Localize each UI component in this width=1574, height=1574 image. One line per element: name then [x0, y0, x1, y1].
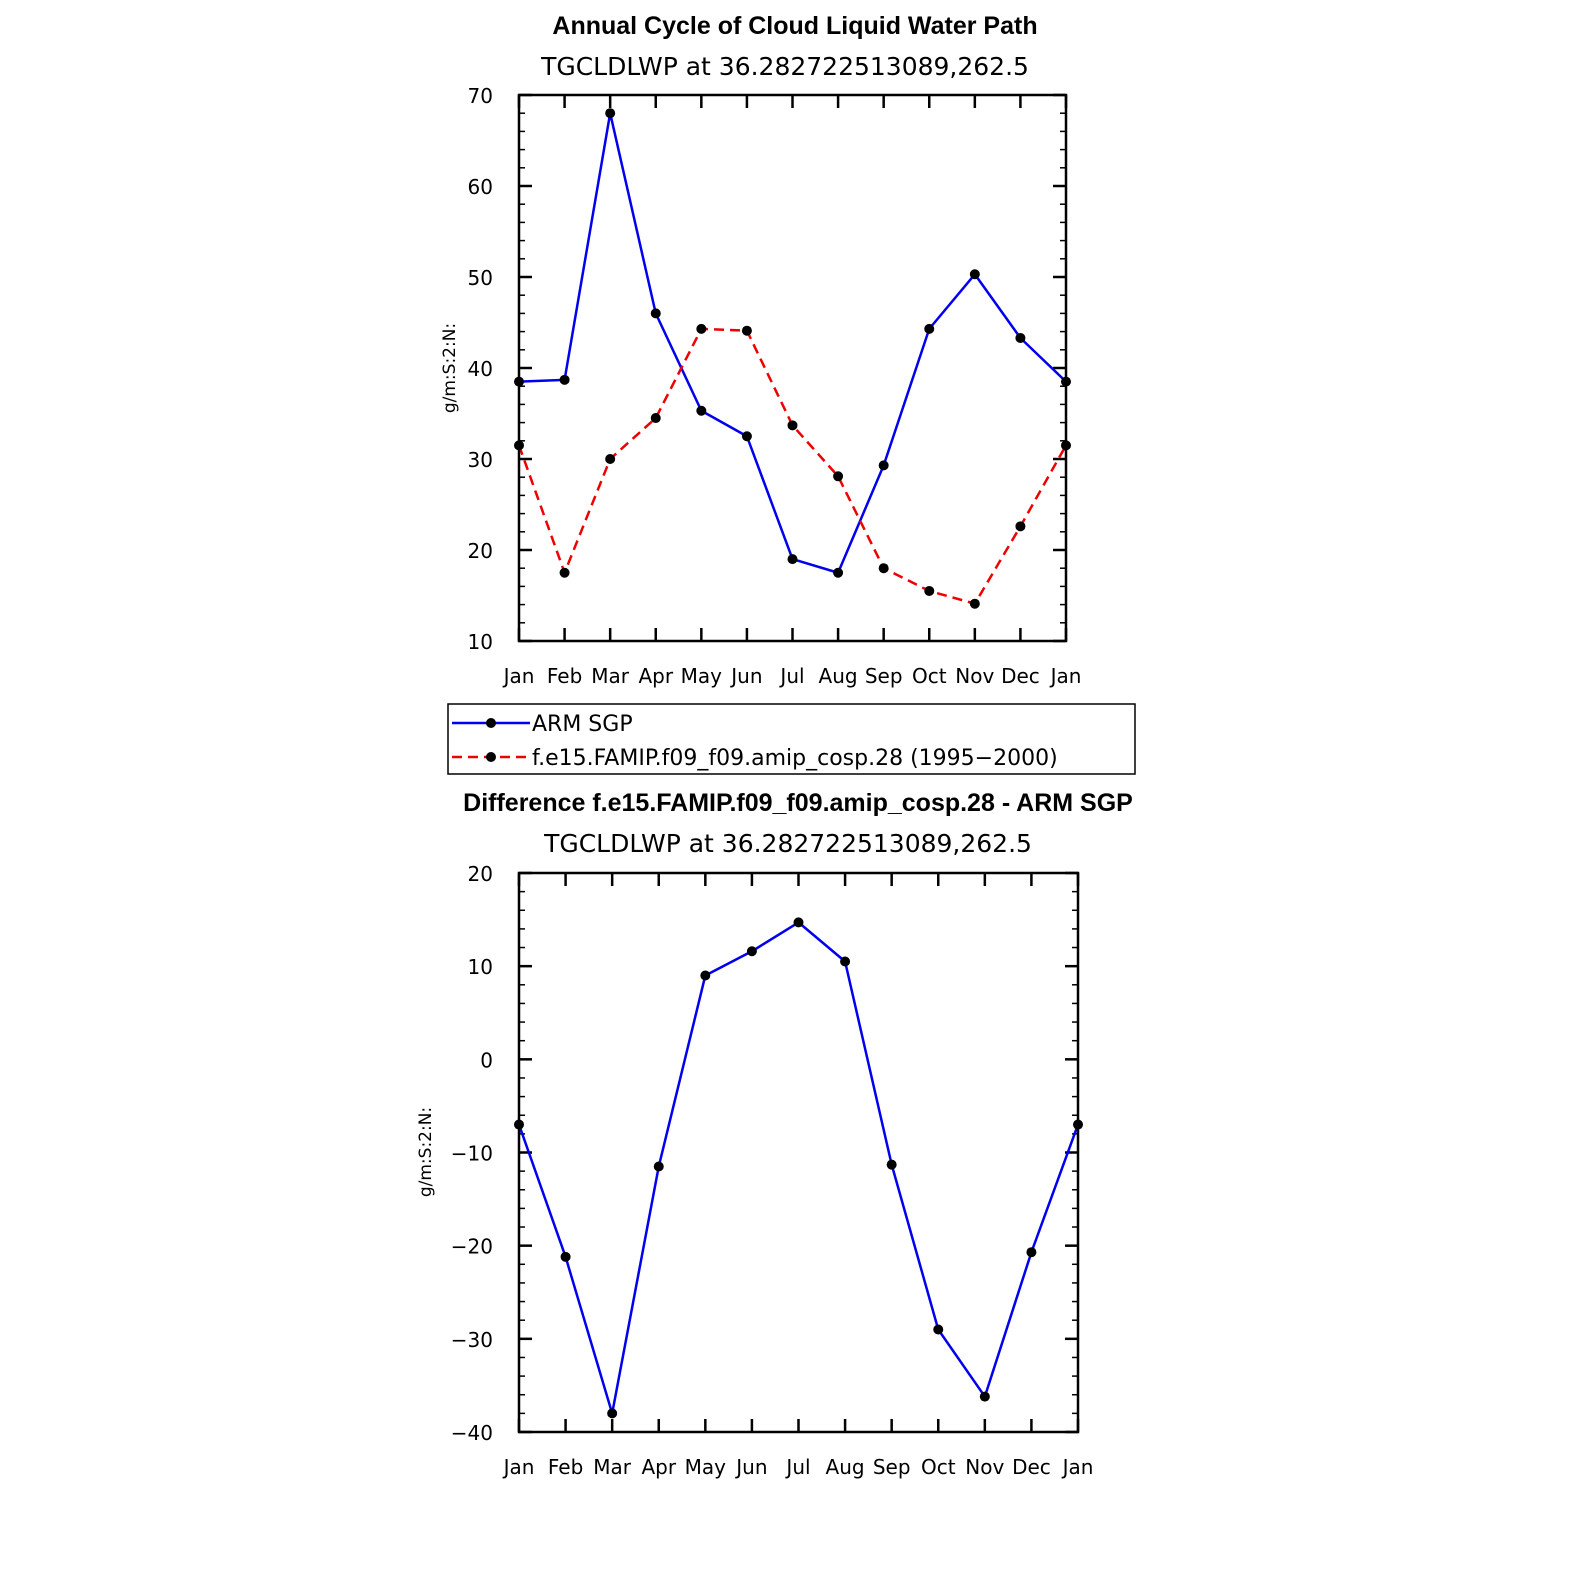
chart-title: Difference f.e15.FAMIP.f09_f09.amip_cosp…: [463, 789, 1133, 817]
data-point-difference-10: [979, 1391, 990, 1402]
legend-marker-model: [486, 752, 496, 762]
y-tick-label: 50: [468, 266, 493, 290]
top-series: [514, 108, 1071, 609]
data-point-arm-sgp-9: [924, 323, 935, 334]
data-point-f-e15-famip-f09-f09--7: [833, 471, 844, 482]
data-point-difference-5: [746, 946, 757, 957]
data-point-f-e15-famip-f09-f09--3: [650, 413, 661, 424]
data-point-arm-sgp-5: [741, 431, 752, 442]
data-point-f-e15-famip-f09-f09--2: [605, 454, 616, 464]
data-point-difference-7: [840, 956, 851, 967]
plot-frame: [517, 93, 1068, 643]
x-tick-label-nov: Nov: [955, 664, 994, 688]
series-line-arm-sgp: [518, 111, 1067, 574]
y-tick-label: 60: [468, 175, 493, 199]
legend-entry-arm-sgp: ARM SGP: [452, 712, 633, 737]
data-point-difference-2: [607, 1408, 618, 1419]
annual-cycle-chart: Annual Cycle of Cloud Liquid Water Path …: [440, 12, 1081, 688]
chart-subtitle: TGCLDLWP at 36.282722513089,262.5: [540, 52, 1029, 81]
y-tick-label: −30: [451, 1328, 493, 1352]
data-point-arm-sgp-4: [696, 405, 707, 416]
x-tick-label-jul: Jul: [778, 664, 804, 688]
data-point-difference-3: [653, 1161, 664, 1172]
y-tick-label: 10: [468, 630, 493, 654]
top-axes: Jan Feb Mar Apr May Jun Jul Aug Sep Oct Nov Dec Jan 1…: [468, 84, 1082, 688]
x-tick-label-sep: Sep: [873, 1455, 911, 1479]
x-tick-label-jan: Jan: [502, 1455, 535, 1479]
y-tick-label: 70: [468, 84, 493, 108]
x-tick-label-jun: Jun: [729, 664, 762, 688]
data-point-arm-sgp-10: [969, 269, 980, 280]
legend-entry-model: f.e15.FAMIP.f09_f09.amip_cosp.28 (1995−2…: [452, 746, 1058, 771]
plot-frame: [517, 871, 1080, 1434]
x-tick-label-jan: Jan: [1061, 1455, 1094, 1479]
y-tick-label: −20: [451, 1235, 493, 1259]
data-point-arm-sgp-2: [605, 108, 616, 119]
x-tick-label-apr: Apr: [638, 664, 673, 688]
data-point-f-e15-famip-f09-f09--11: [1015, 521, 1026, 532]
y-tick-label: 20: [468, 539, 493, 563]
data-point-f-e15-famip-f09-f09--8: [878, 563, 889, 574]
x-tick-label-jul: Jul: [784, 1455, 810, 1479]
x-tick-label-oct: Oct: [912, 664, 947, 688]
data-point-arm-sgp-7: [833, 567, 844, 578]
data-point-difference-9: [933, 1324, 944, 1335]
data-point-difference-6: [793, 917, 804, 928]
y-tick-label: 0: [480, 1048, 493, 1072]
data-point-f-e15-famip-f09-f09--6: [787, 420, 798, 431]
x-tick-label-jan: Jan: [1049, 664, 1082, 688]
x-tick-label-aug: Aug: [826, 1455, 865, 1479]
bottom-axes: Jan Feb Mar Apr May Jun Jul Aug Sep Oct Nov Dec Jan−…: [451, 862, 1094, 1479]
legend-label-model: f.e15.FAMIP.f09_f09.amip_cosp.28 (1995−2…: [532, 746, 1058, 771]
data-point-f-e15-famip-f09-f09--9: [924, 585, 935, 596]
data-point-arm-sgp-3: [650, 308, 661, 319]
y-tick-label: −40: [451, 1421, 493, 1445]
x-tick-label-may: May: [681, 664, 723, 688]
chart-title: Annual Cycle of Cloud Liquid Water Path: [552, 12, 1037, 40]
x-tick-label-feb: Feb: [547, 664, 582, 688]
x-tick-label-aug: Aug: [819, 664, 858, 688]
data-point-arm-sgp-11: [1015, 332, 1026, 343]
y-tick-label: 20: [468, 862, 493, 886]
x-tick-label-feb: Feb: [548, 1455, 583, 1479]
data-point-f-e15-famip-f09-f09--5: [741, 325, 752, 336]
data-point-f-e15-famip-f09-f09--4: [696, 323, 707, 334]
x-tick-label-jan: Jan: [502, 664, 535, 688]
x-tick-label-jun: Jun: [734, 1455, 767, 1479]
y-tick-label: 40: [468, 357, 493, 381]
y-axis-label: g/m:S:2:N:: [440, 323, 460, 413]
data-point-arm-sgp-6: [787, 554, 798, 565]
data-point-difference-8: [886, 1159, 897, 1170]
x-tick-label-may: May: [685, 1455, 727, 1479]
x-tick-label-mar: Mar: [591, 664, 630, 688]
data-point-arm-sgp-1: [559, 374, 570, 385]
legend-label-arm-sgp: ARM SGP: [532, 712, 633, 737]
legend-marker-arm-sgp: [486, 718, 496, 728]
data-point-arm-sgp-8: [878, 460, 889, 471]
data-point-difference-11: [1026, 1247, 1037, 1258]
x-tick-label-dec: Dec: [1001, 664, 1040, 688]
x-tick-label-sep: Sep: [865, 664, 903, 688]
legend: ARM SGP f.e15.FAMIP.f09_f09.amip_cosp.28…: [447, 703, 1136, 775]
chart-subtitle: TGCLDLWP at 36.282722513089,262.5: [543, 829, 1032, 858]
data-point-f-e15-famip-f09-f09--1: [559, 567, 570, 578]
data-point-difference-1: [560, 1251, 571, 1262]
y-tick-label: −10: [451, 1142, 493, 1166]
y-axis-label: g/m:S:2:N:: [416, 1107, 436, 1197]
series-line-difference: [517, 921, 1080, 1415]
x-tick-label-oct: Oct: [921, 1455, 956, 1479]
difference-chart: Difference f.e15.FAMIP.f09_f09.amip_cosp…: [416, 789, 1133, 1479]
y-tick-label: 10: [468, 955, 493, 979]
data-point-difference-4: [700, 970, 711, 981]
x-tick-label-mar: Mar: [593, 1455, 632, 1479]
legend-box: [447, 703, 1136, 775]
x-tick-label-apr: Apr: [641, 1455, 676, 1479]
bottom-series: [514, 917, 1083, 1419]
x-tick-label-nov: Nov: [965, 1455, 1004, 1479]
x-tick-label-dec: Dec: [1012, 1455, 1051, 1479]
data-point-f-e15-famip-f09-f09--10: [969, 598, 980, 609]
y-tick-label: 30: [468, 448, 493, 472]
